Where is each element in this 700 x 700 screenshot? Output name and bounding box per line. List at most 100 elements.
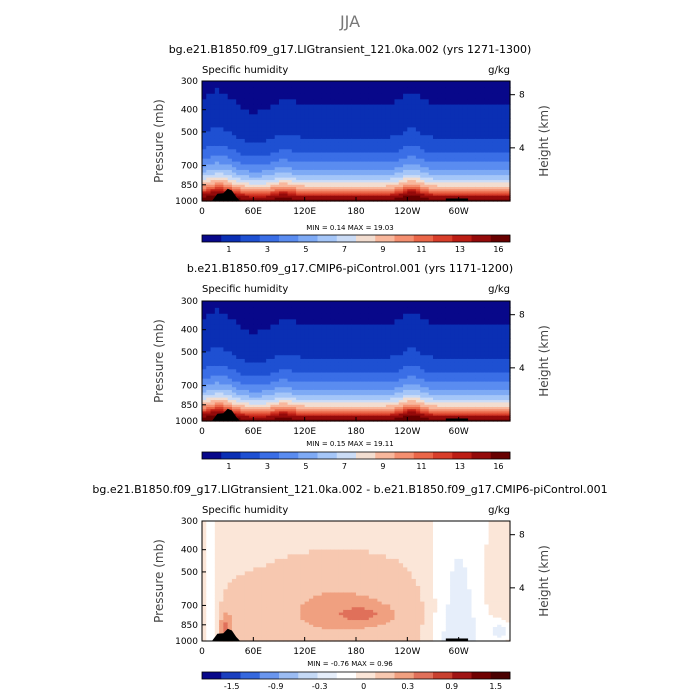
heatmap-cell — [437, 323, 443, 330]
heatmap-cell — [360, 138, 366, 143]
heatmap-cell — [334, 350, 340, 356]
heatmap-cell — [206, 346, 212, 352]
heatmap-cell — [240, 397, 246, 401]
heatmap-cell — [300, 169, 306, 173]
heatmap-cell — [471, 177, 477, 181]
heatmap-cell — [377, 158, 383, 162]
heatmap-cell — [441, 365, 447, 370]
heatmap-cell — [326, 197, 331, 200]
heatmap-cell — [334, 375, 340, 379]
heatmap-cell — [364, 184, 370, 188]
heatmap-cell — [253, 145, 259, 150]
heatmap-cell — [210, 184, 216, 188]
heatmap-cell — [398, 148, 404, 153]
heatmap-cell — [291, 148, 297, 153]
heatmap-cell — [240, 171, 246, 176]
heatmap-cell — [437, 346, 443, 352]
heatmap-cell — [206, 81, 212, 88]
heatmap-cell — [351, 166, 357, 170]
heatmap-cell — [266, 195, 272, 198]
heatmap-cell — [253, 169, 259, 173]
heatmap-cell — [450, 108, 455, 115]
heatmap-cell — [428, 417, 434, 420]
heatmap-cell — [236, 406, 242, 410]
heatmap-cell — [236, 404, 242, 408]
heatmap-cell — [206, 118, 212, 124]
heatmap-cell — [373, 163, 378, 168]
heatmap-cell — [458, 186, 464, 190]
heatmap-cell — [497, 158, 503, 162]
heatmap-cell — [313, 122, 319, 128]
heatmap-cell — [240, 145, 246, 150]
heatmap-cell — [458, 301, 464, 308]
heatmap-cell — [475, 415, 481, 418]
heatmap-cell — [360, 197, 366, 200]
heatmap-cell — [261, 179, 267, 183]
heatmap-cell — [300, 301, 306, 308]
heatmap-cell — [450, 346, 455, 352]
heatmap-cell — [368, 323, 374, 330]
heatmap-cell — [274, 192, 280, 196]
heatmap-cell — [274, 151, 280, 156]
heatmap-cell — [223, 368, 229, 373]
heatmap-cell — [304, 301, 310, 308]
heatmap-cell — [321, 354, 327, 359]
heatmap-cell — [343, 386, 349, 390]
heatmap-cell — [424, 401, 430, 405]
heatmap-cell — [488, 81, 494, 88]
heatmap-cell — [317, 138, 323, 143]
heatmap-cell — [368, 394, 374, 398]
heatmap-cell — [300, 408, 306, 412]
heatmap-cell — [385, 171, 391, 176]
heatmap-cell — [373, 415, 378, 418]
heatmap-cell — [236, 383, 242, 388]
heatmap-cell — [445, 365, 451, 370]
heatmap-cell — [202, 338, 207, 344]
heatmap-cell — [231, 138, 237, 143]
heatmap-cell — [313, 371, 319, 376]
heatmap-cell — [480, 177, 485, 181]
heatmap-cell — [334, 186, 340, 190]
heatmap-cell — [270, 81, 276, 88]
heatmap-cell — [313, 158, 319, 162]
heatmap-cell — [420, 87, 426, 94]
heatmap-cell — [240, 401, 246, 405]
heatmap-cell — [437, 313, 443, 320]
heatmap-cell — [351, 126, 357, 132]
heatmap-cell — [407, 350, 413, 356]
heatmap-cell — [202, 190, 207, 194]
heatmap-cell — [223, 358, 229, 363]
heatmap-cell — [394, 199, 400, 202]
heatmap-cell — [317, 419, 323, 422]
heatmap-cell — [407, 386, 413, 390]
heatmap-cell — [291, 381, 297, 385]
heatmap-cell — [210, 383, 216, 388]
heatmap-cell — [257, 93, 263, 100]
heatmap-cell — [415, 378, 421, 382]
heatmap-cell — [214, 163, 220, 168]
heatmap-cell — [467, 174, 473, 178]
heatmap-cell — [454, 113, 460, 119]
heatmap-cell — [279, 301, 284, 308]
heatmap-cell — [343, 134, 349, 139]
heatmap-cell — [450, 181, 455, 185]
heatmap-cell — [321, 301, 327, 308]
heatmap-cell — [356, 342, 361, 348]
heatmap-cell — [505, 171, 511, 176]
heatmap-cell — [270, 386, 276, 390]
heatmap-cell — [445, 323, 451, 330]
heatmap-cell — [356, 408, 361, 412]
heatmap-cell — [330, 354, 336, 359]
heatmap-cell — [462, 188, 468, 192]
heatmap-cell — [505, 166, 511, 170]
heatmap-cell — [501, 130, 507, 136]
heatmap-cell — [424, 118, 430, 124]
heatmap-cell — [321, 161, 327, 165]
heatmap-cell — [377, 179, 383, 183]
heatmap-cell — [454, 408, 460, 412]
heatmap-cell — [317, 361, 323, 366]
heatmap-cell — [206, 192, 212, 196]
heatmap-cell — [467, 354, 473, 359]
heatmap-cell — [415, 161, 421, 165]
heatmap-cell — [257, 181, 263, 185]
